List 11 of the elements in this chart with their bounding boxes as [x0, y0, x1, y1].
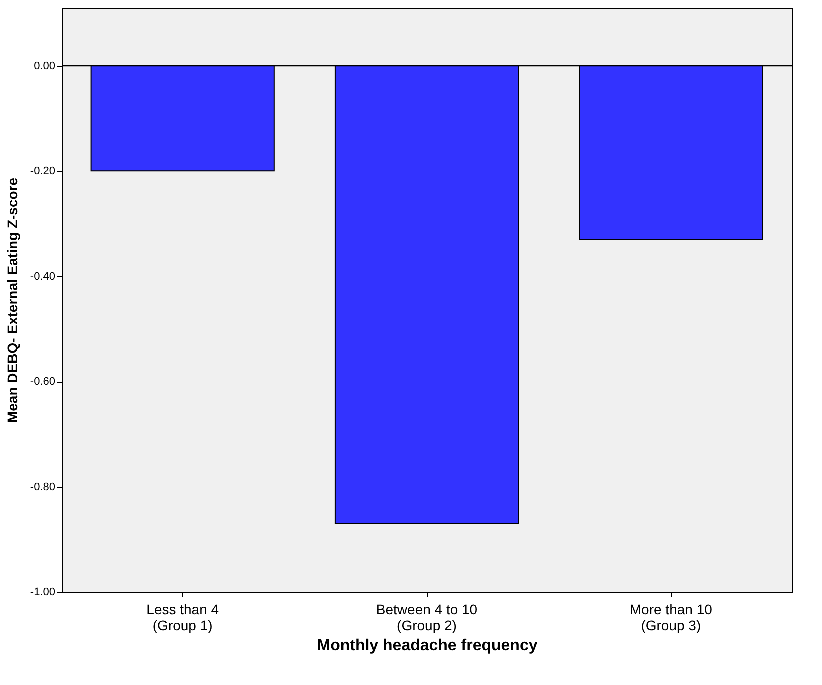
y-tick-label: 0.00 — [34, 60, 56, 72]
x-axis-title: Monthly headache frequency — [317, 638, 538, 654]
y-tick-label: -0.80 — [30, 481, 56, 494]
y-axis-title: Mean DEBQ- External Eating Z-score — [4, 178, 20, 424]
x-tick-label: More than 10 (Group 3) — [630, 602, 713, 634]
y-tick-label: -0.40 — [30, 270, 56, 283]
y-tick-label: -0.60 — [30, 376, 56, 388]
y-tick-label: -1.00 — [30, 586, 56, 598]
x-tick-label: Between 4 to 10 (Group 2) — [376, 602, 478, 634]
x-tick-label: Less than 4 (Group 1) — [146, 602, 220, 634]
y-tick-label: -0.20 — [30, 166, 56, 178]
